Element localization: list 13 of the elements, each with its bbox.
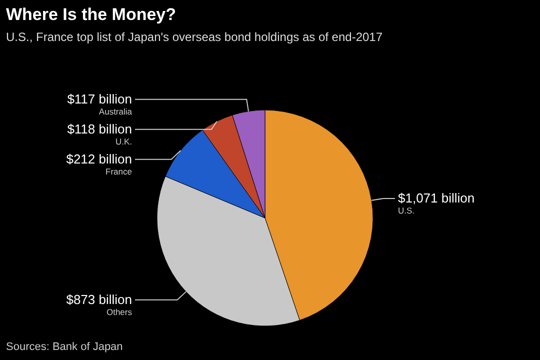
data-label: $118 billion	[67, 121, 132, 136]
data-label: $873 billion	[66, 292, 132, 307]
chart-subtitle: U.S., France top list of Japan's overseas bond holdings as of end-2017	[6, 30, 383, 44]
chart-title: Where Is the Money?	[6, 5, 176, 24]
slice-label: Others	[106, 306, 132, 317]
slice-label: U.K.	[115, 136, 132, 146]
data-label: $1,071 billion	[398, 190, 475, 206]
data-label: $117 billion	[67, 91, 132, 106]
source-note: Sources: Bank of Japan	[6, 341, 123, 353]
slice-label: U.S.	[398, 205, 415, 216]
slice-label: Australia	[98, 106, 132, 116]
data-label: $212 billion	[66, 151, 132, 166]
slice-label: France	[106, 166, 132, 176]
